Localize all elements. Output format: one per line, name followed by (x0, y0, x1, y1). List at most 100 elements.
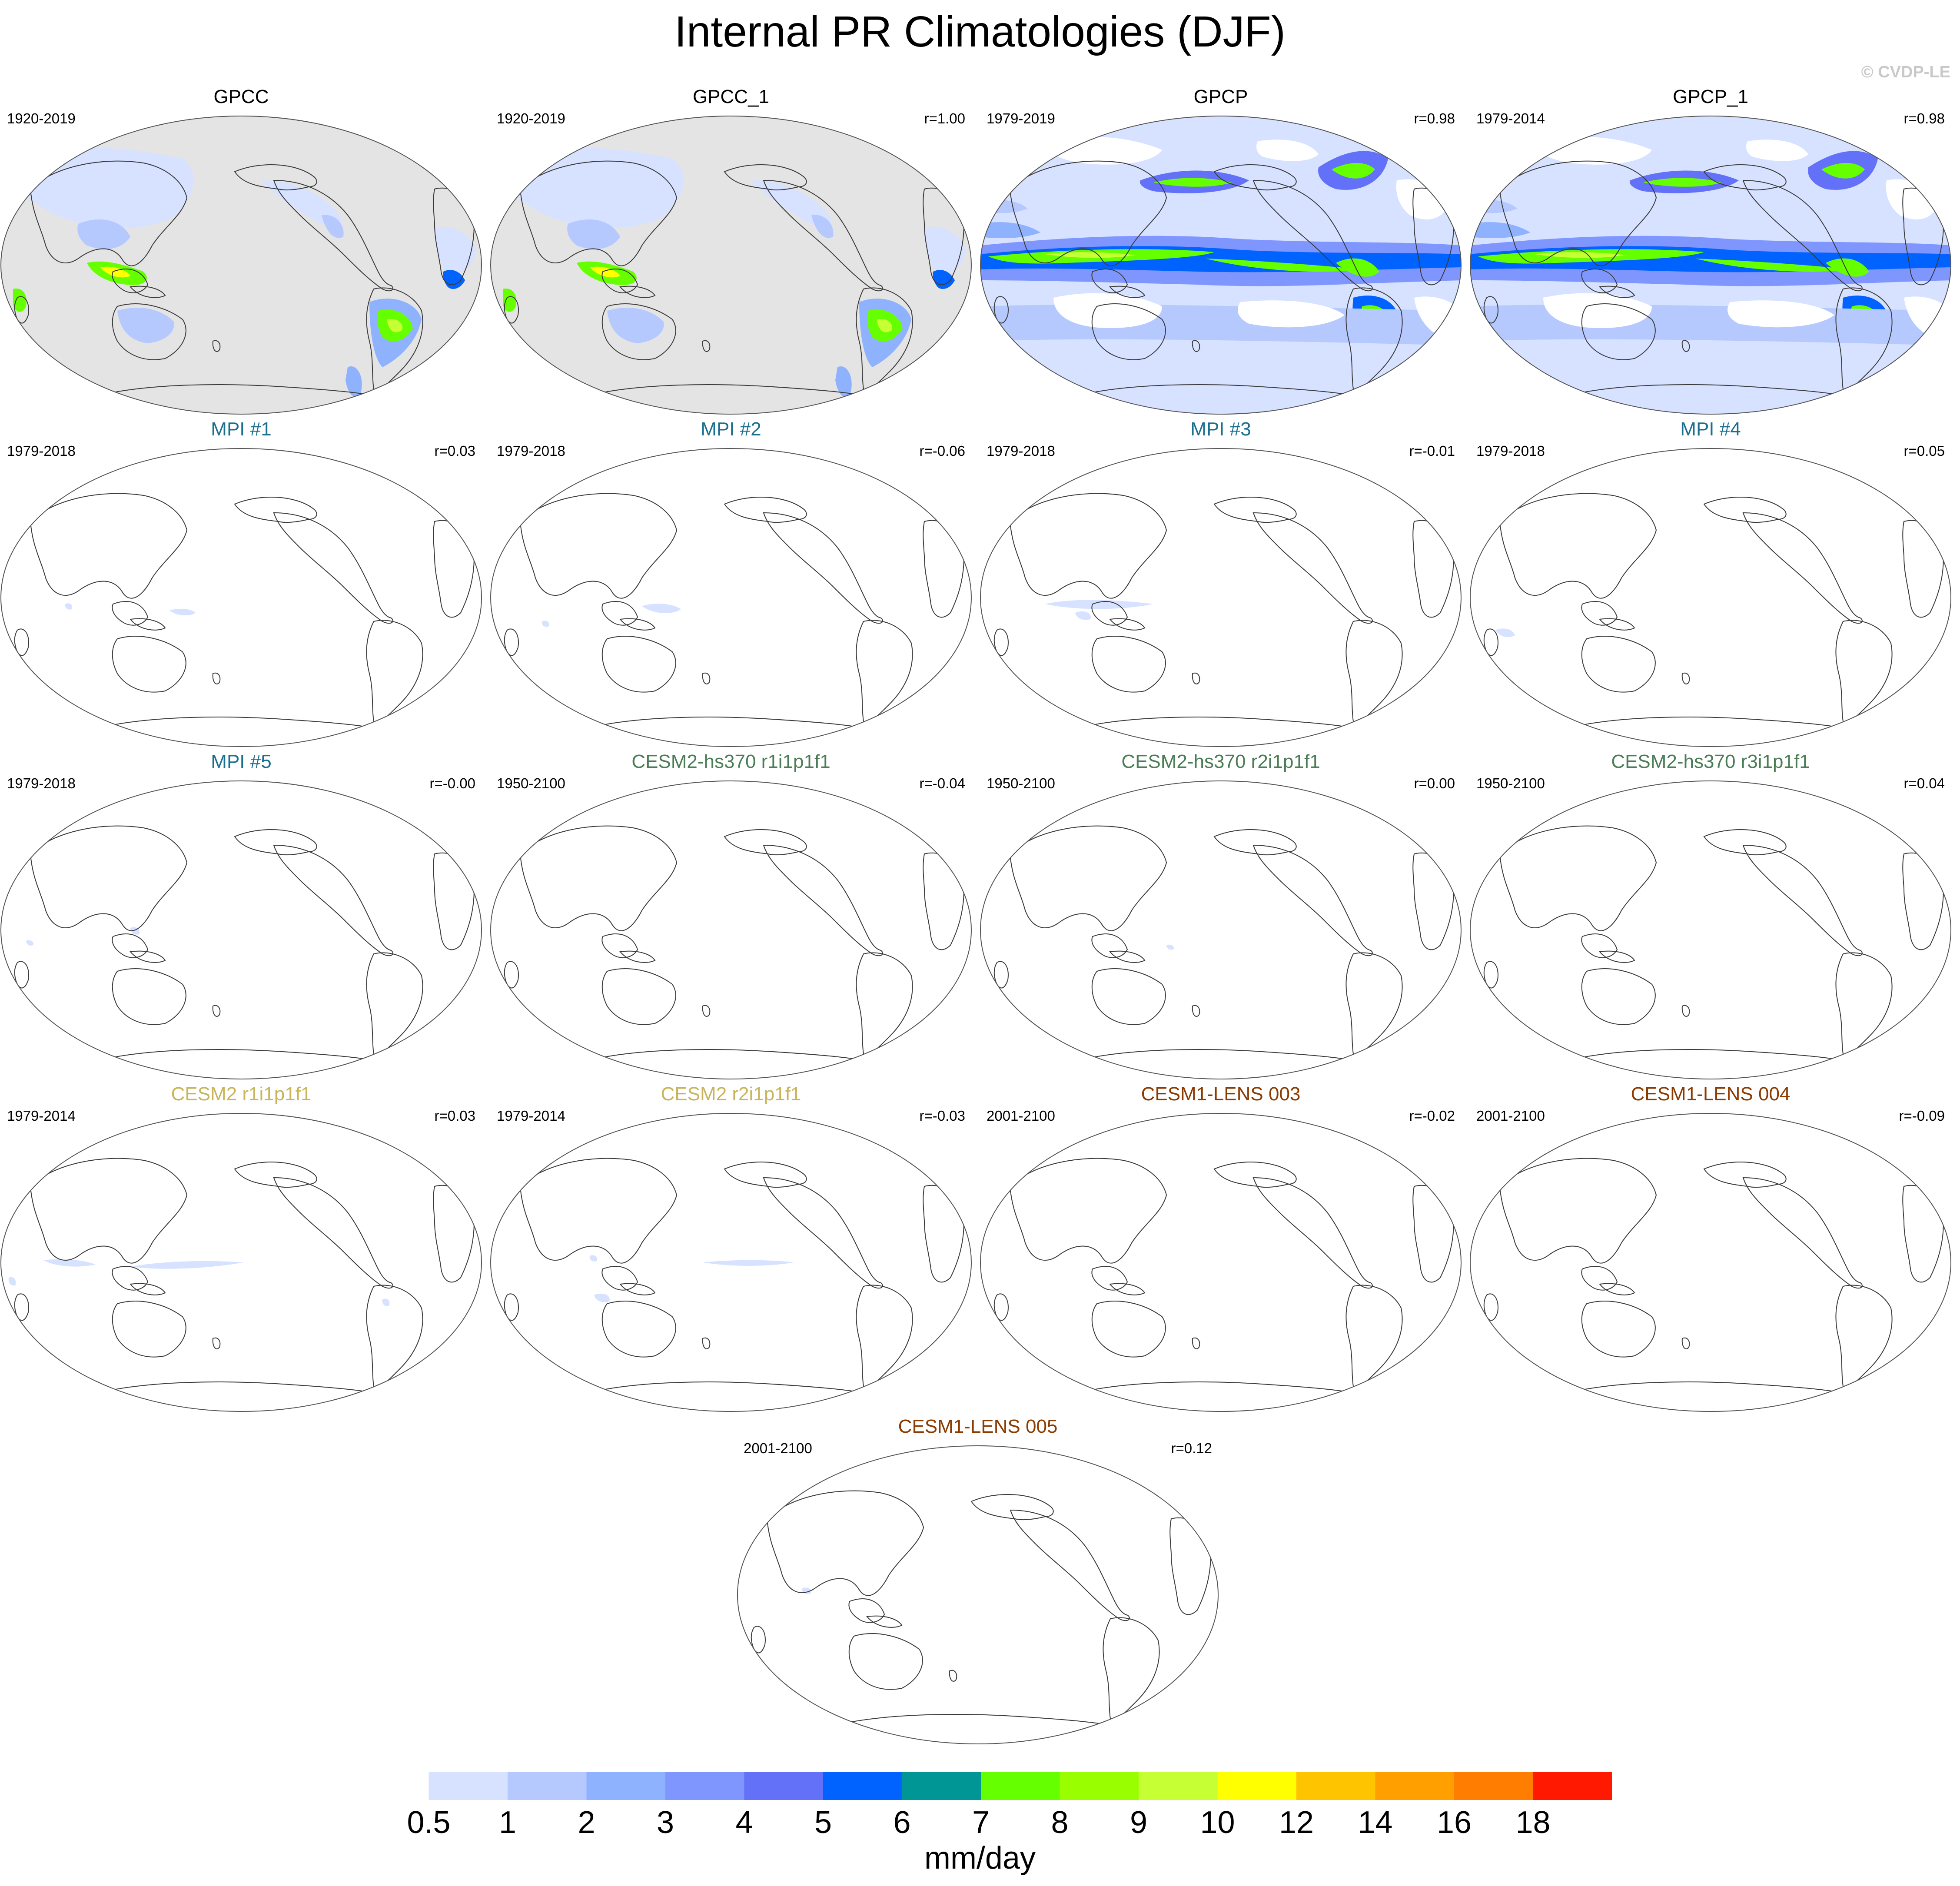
precip-contour (1727, 300, 1834, 328)
precip-contour (345, 366, 362, 397)
coastline (619, 950, 656, 963)
coastline (702, 1005, 711, 1017)
map-plot (0, 448, 482, 747)
precip-contour (811, 215, 834, 238)
copyright-label: © CVDP-LE (1861, 63, 1950, 81)
precip-contour (1238, 300, 1345, 328)
coastline (212, 672, 221, 684)
map-border (490, 780, 972, 1079)
coastline (1091, 601, 1128, 626)
coastline (1483, 1293, 1498, 1321)
map-background (1470, 781, 1951, 1079)
precip-contour (1336, 258, 1379, 277)
coastline (949, 1670, 957, 1682)
precip-contour (1045, 252, 1136, 258)
map-border (737, 1445, 1219, 1744)
map-border (490, 116, 972, 415)
panel-period-label: 1950-2100 (1476, 775, 1545, 791)
colorbar-swatch (1454, 1772, 1533, 1800)
coastline (619, 286, 656, 298)
coastline (1499, 825, 1657, 931)
coastline (112, 968, 186, 1025)
coastline (504, 1293, 519, 1321)
coastline (1009, 825, 1167, 931)
precip-contour (1821, 163, 1865, 179)
panel-correlation-label: r=0.03 (434, 443, 476, 459)
coastline (1681, 672, 1690, 684)
panel-title: CESM2-hs370 r3i1p1f1 (1611, 751, 1810, 772)
coastline (1192, 1005, 1200, 1017)
map-background (1470, 448, 1951, 747)
coastline (1581, 968, 1656, 1025)
precip-contour (835, 366, 852, 397)
precip-contour (642, 604, 681, 614)
colorbar-tick-label: 1 (499, 1805, 516, 1840)
panel-correlation-label: r=-0.09 (1899, 1108, 1945, 1124)
precip-contour (130, 1261, 243, 1269)
coastline (212, 1337, 221, 1349)
coastline (1581, 1266, 1618, 1291)
coastline (1091, 933, 1128, 958)
colorbar-frame (350, 1772, 1612, 1800)
map-border (0, 448, 482, 747)
panel-title: CESM2-hs370 r2i1p1f1 (1121, 751, 1320, 772)
coastline (130, 286, 166, 298)
colorbar-swatch (508, 1772, 587, 1800)
coastline (751, 1626, 766, 1654)
map-plot (980, 448, 1462, 747)
coastline (993, 296, 1009, 324)
coastline (702, 340, 711, 352)
panel-period-label: 2001-2100 (744, 1440, 812, 1456)
precip-contour (703, 1260, 794, 1266)
coastline (112, 1266, 149, 1291)
map-panel: MPI #3 1979-2018 r=-0.01 (980, 417, 1462, 747)
map-background (980, 781, 1461, 1079)
map-panel: CESM2-hs370 r2i1p1f1 1950-2100 r=0.00 (980, 750, 1462, 1080)
map-plot (980, 780, 1462, 1079)
precip-contour (382, 1298, 390, 1306)
precip-contour (1495, 628, 1515, 637)
panel-correlation-label: r=-0.01 (1409, 443, 1455, 459)
coastline (601, 601, 638, 626)
colorbar-swatch (1060, 1772, 1139, 1800)
colorbar-tick-label: 16 (1437, 1805, 1472, 1840)
panel-correlation-label: r=0.98 (1414, 110, 1455, 126)
colorbar-swatch (429, 1772, 508, 1800)
map-plot (1470, 116, 1951, 415)
panel-period-label: 1979-2014 (1476, 110, 1545, 126)
coastline (14, 628, 29, 656)
precip-contour (261, 180, 342, 227)
precip-contour (387, 319, 402, 332)
colorbar-tick-label: 10 (1200, 1805, 1235, 1840)
map-background (491, 781, 971, 1079)
colorbar-tick-label: 12 (1279, 1805, 1314, 1840)
coastline (30, 1158, 188, 1264)
coastline (1581, 303, 1656, 360)
coastline (1091, 1301, 1166, 1358)
map-plot (0, 1113, 482, 1412)
coastline (1581, 636, 1656, 693)
precip-contour (1166, 944, 1174, 950)
precip-contour (322, 215, 344, 238)
coastline (848, 1633, 923, 1690)
panel-correlation-label: r=-0.03 (919, 1108, 965, 1124)
coastline (1681, 1337, 1690, 1349)
coastline (519, 825, 678, 931)
panel-title: CESM1-LENS 005 (898, 1416, 1058, 1437)
panel-title: GPCP (1193, 86, 1248, 107)
precip-contour (13, 289, 27, 312)
precip-contour (77, 219, 130, 249)
coastline (112, 636, 186, 693)
map-plot (490, 780, 972, 1079)
coastline (619, 618, 656, 631)
map-border (1470, 116, 1951, 415)
colorbar-tick-label: 8 (1051, 1805, 1068, 1840)
coastline (1091, 1266, 1128, 1291)
panel-title: MPI #5 (211, 751, 272, 772)
map-plot (0, 780, 482, 1079)
precip-contour (877, 319, 892, 332)
precip-contour (541, 621, 549, 627)
precip-contour (980, 339, 1461, 414)
precip-contour (1470, 222, 1530, 238)
panel-period-label: 1979-2018 (7, 775, 76, 791)
